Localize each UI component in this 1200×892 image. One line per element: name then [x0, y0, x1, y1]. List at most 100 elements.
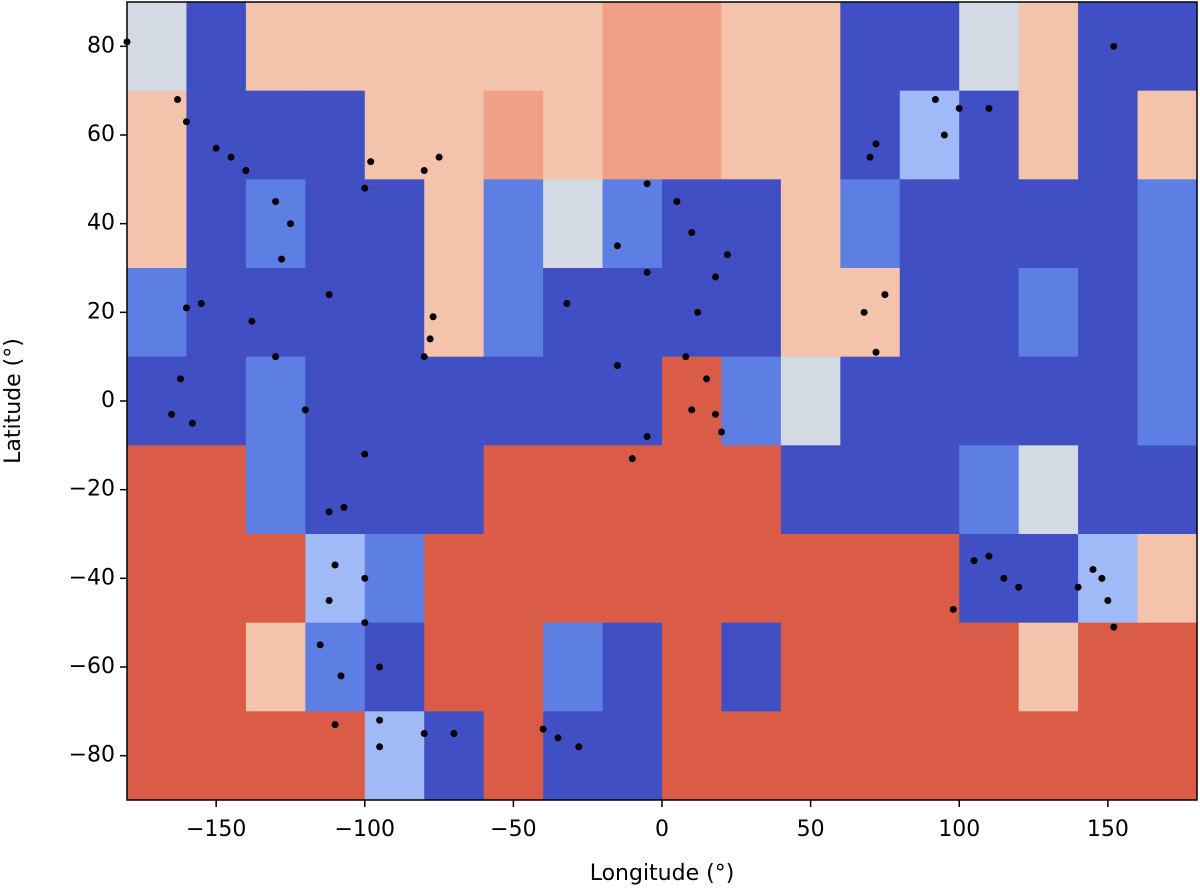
point	[182, 118, 190, 126]
point	[712, 273, 719, 281]
field-cell	[1078, 622, 1139, 712]
field-cell	[959, 622, 1020, 712]
field-cell	[305, 90, 366, 180]
point	[286, 220, 294, 228]
point	[272, 198, 280, 205]
point	[866, 153, 874, 161]
point	[182, 304, 190, 312]
point	[694, 308, 702, 316]
point	[688, 229, 696, 237]
point	[872, 348, 880, 356]
field-cell	[364, 268, 425, 358]
field-cell	[899, 711, 960, 801]
point	[613, 242, 621, 250]
point	[563, 299, 571, 307]
field-cell	[721, 179, 782, 269]
x-tick-label: 50	[797, 817, 825, 842]
point	[188, 419, 196, 427]
field-cell	[959, 356, 1020, 446]
field-cell	[959, 268, 1020, 358]
field-cell	[662, 2, 722, 92]
field-cell	[840, 445, 901, 535]
point	[723, 251, 731, 259]
field-cell	[840, 534, 901, 624]
field-cell	[1078, 534, 1139, 624]
point	[643, 180, 651, 188]
point	[177, 375, 184, 383]
x-tick-label: −50	[490, 817, 536, 842]
field-cell	[543, 711, 604, 801]
field-cell	[483, 711, 544, 801]
field-cell	[959, 445, 1020, 535]
field-cell	[127, 268, 187, 358]
field-cell	[305, 534, 366, 624]
x-tick-label: −150	[186, 817, 246, 842]
field-cell	[186, 268, 247, 358]
field-cell	[483, 445, 544, 535]
field-cell	[662, 622, 722, 712]
field-cell	[127, 445, 187, 535]
point	[325, 291, 333, 299]
point	[613, 362, 621, 370]
field-cell	[959, 534, 1020, 624]
field-cell	[780, 356, 841, 446]
field-cell	[186, 622, 247, 712]
point	[985, 104, 993, 112]
field-cell	[245, 2, 306, 92]
point	[429, 313, 437, 321]
field-cell	[543, 622, 604, 712]
field-cell	[780, 2, 841, 92]
field-cell	[840, 711, 901, 801]
point	[212, 144, 220, 152]
point	[554, 734, 562, 742]
field-cell	[424, 445, 485, 535]
x-tick-label: −100	[335, 817, 395, 842]
field-cell	[840, 356, 901, 446]
field-cell	[127, 356, 187, 446]
y-tick-label: −20	[69, 477, 115, 502]
y-tick-label: −40	[69, 565, 115, 590]
point	[426, 335, 434, 343]
field-cell	[1078, 711, 1139, 801]
field-cell	[662, 534, 722, 624]
field-cell	[186, 2, 247, 92]
field-cell	[483, 268, 544, 358]
y-tick-label: 60	[87, 122, 115, 147]
field-cell	[364, 179, 425, 269]
point	[703, 375, 711, 383]
field-cell	[127, 179, 187, 269]
field-cell	[1137, 711, 1198, 801]
field-cell	[662, 268, 722, 358]
field-cell	[1018, 445, 1079, 535]
point	[450, 730, 458, 737]
field-cell	[543, 534, 604, 624]
field-cell	[1137, 622, 1198, 712]
field-cell	[1137, 268, 1198, 358]
field-cell	[840, 622, 901, 712]
field-cell	[364, 622, 425, 712]
field-cell	[602, 90, 663, 180]
point	[717, 428, 725, 436]
point	[361, 184, 369, 192]
point	[331, 561, 339, 569]
field-cell	[364, 445, 425, 535]
point	[940, 131, 948, 139]
field-cell	[1018, 2, 1079, 92]
field-cell	[721, 268, 782, 358]
point	[325, 508, 333, 516]
point	[1098, 574, 1106, 582]
field-cell	[1078, 445, 1139, 535]
point	[325, 597, 333, 604]
field-cell	[483, 534, 544, 624]
field-cell	[721, 534, 782, 624]
field-cell	[840, 90, 901, 180]
field-cell	[899, 2, 960, 92]
x-tick-label: 100	[938, 817, 980, 842]
point	[376, 743, 384, 751]
field-cell	[840, 268, 901, 358]
point	[168, 410, 176, 418]
field-cell	[186, 534, 247, 624]
point	[949, 605, 957, 613]
field-cell	[780, 622, 841, 712]
point	[272, 353, 280, 361]
